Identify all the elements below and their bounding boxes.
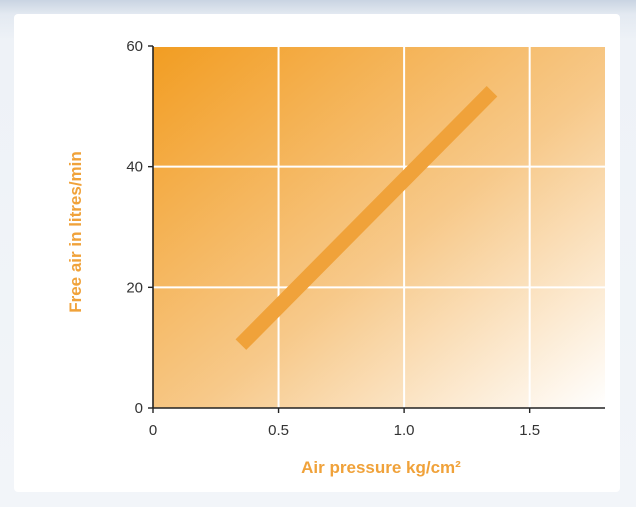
- series-line-0: [235, 85, 498, 350]
- axes: [148, 45, 605, 413]
- tick-labels: 0 0.5 1.0 1.5 0 20 40 60: [126, 38, 540, 439]
- x-tick-label: 1.5: [519, 422, 540, 439]
- y-tick-label: 40: [126, 159, 143, 176]
- y-axis-title: Free air in litres/min: [66, 151, 85, 313]
- x-tick-label: 1.0: [394, 422, 415, 439]
- plot-area: [153, 46, 605, 408]
- series-layer: [235, 85, 498, 350]
- x-axis-title: Air pressure kg/cm²: [301, 458, 461, 477]
- y-tick-label: 60: [126, 38, 143, 55]
- x-tick-label: 0.5: [268, 422, 289, 439]
- grid-lines: [153, 45, 605, 408]
- x-tick-label: 0: [149, 422, 157, 439]
- y-tick-label: 0: [135, 400, 143, 417]
- y-tick-label: 20: [126, 279, 143, 296]
